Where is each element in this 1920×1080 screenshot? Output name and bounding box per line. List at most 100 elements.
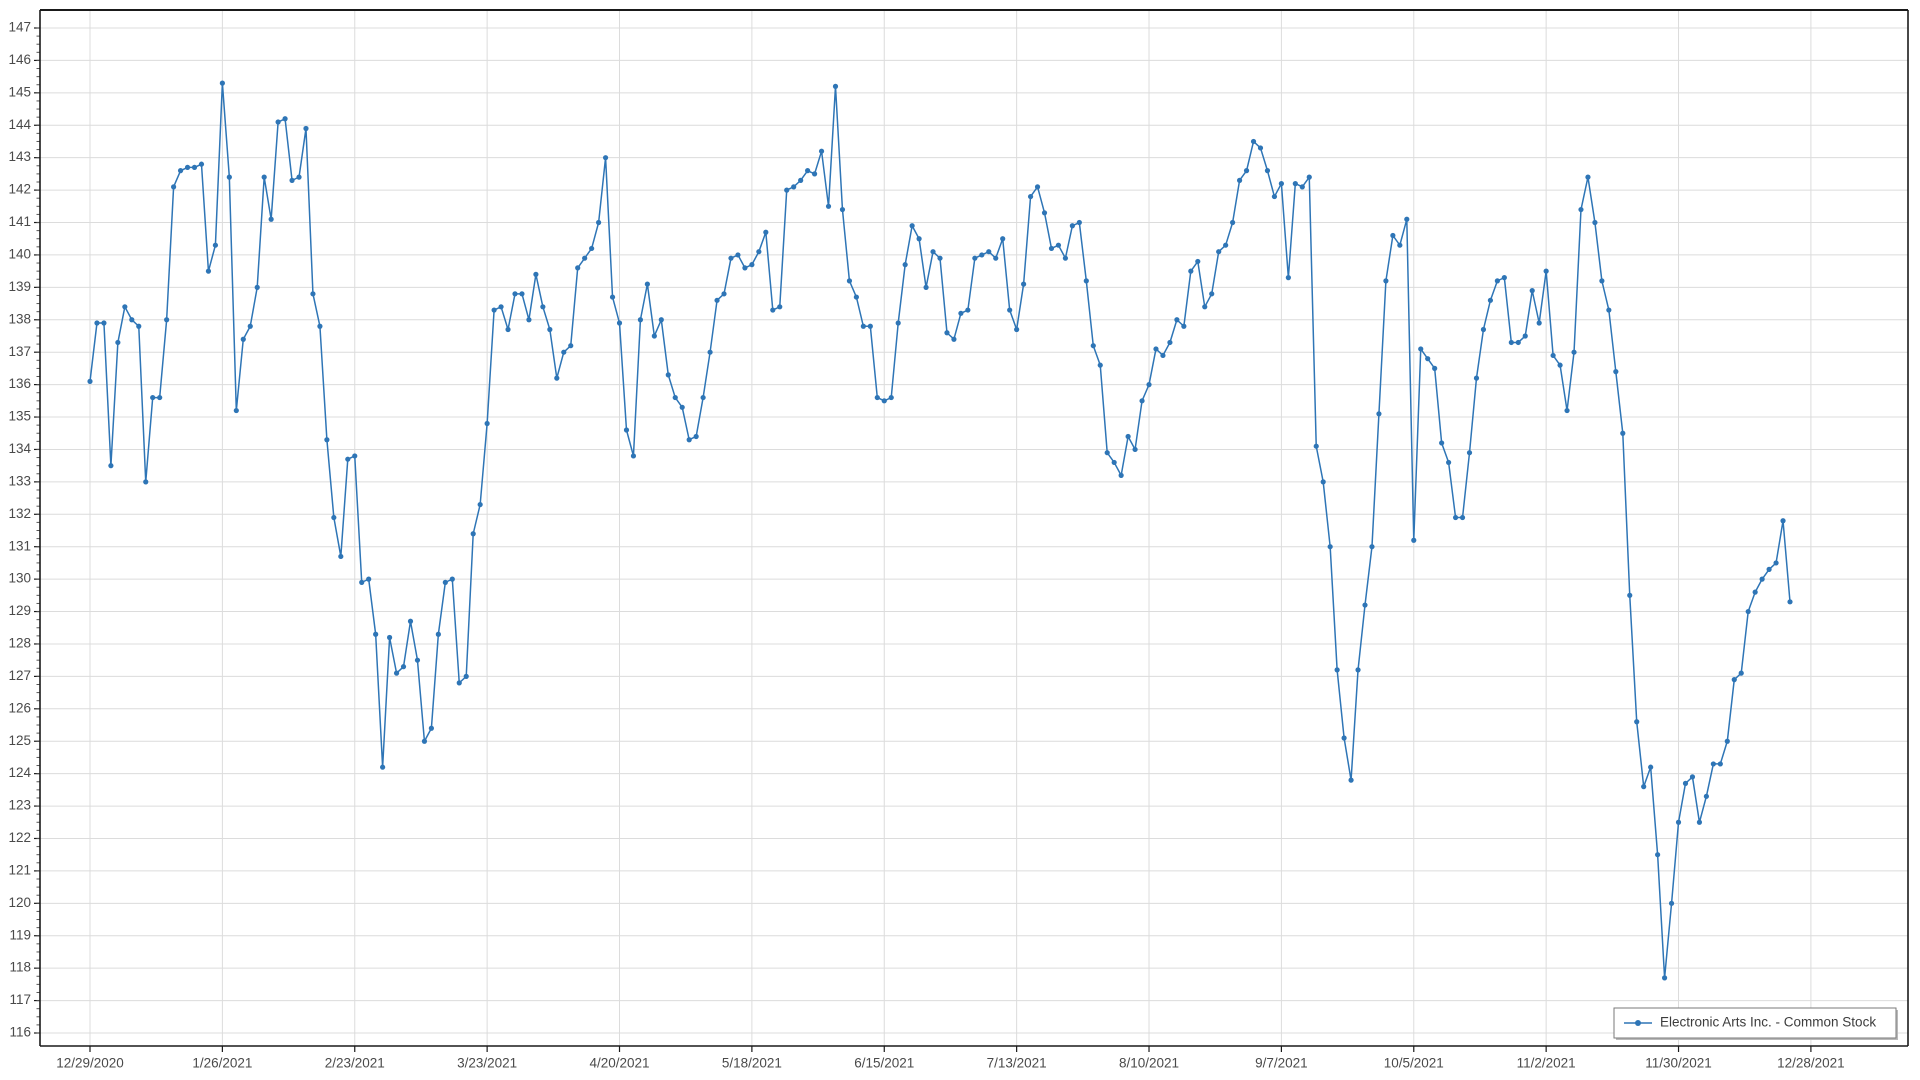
series-data-point[interactable] [1223,242,1229,248]
series-data-point[interactable] [1000,236,1006,242]
series-data-point[interactable] [693,433,699,440]
series-data-point[interactable] [972,255,978,261]
series-data-point[interactable] [275,119,281,125]
series-data-point[interactable] [1236,177,1243,183]
series-data-point[interactable] [763,229,769,235]
series-data-point[interactable] [1787,599,1793,605]
series-data-point[interactable] [707,349,713,355]
series-data-point[interactable] [1522,333,1528,339]
series-data-point[interactable] [1320,479,1326,485]
series-data-point[interactable] [1104,450,1110,456]
series-data-point[interactable] [1432,365,1438,371]
series-data-point[interactable] [1571,349,1577,355]
series-data-point[interactable] [798,177,804,183]
series-data-point[interactable] [1731,677,1737,683]
series-data-point[interactable] [846,278,853,284]
series-data-point[interactable] [561,349,567,355]
series-data-point[interactable] [94,320,100,326]
series-data-point[interactable] [400,664,407,670]
series-data-point[interactable] [1641,784,1647,790]
series-data-point[interactable] [1390,232,1396,239]
series-data-point[interactable] [1752,589,1758,595]
series-data-point[interactable] [449,576,455,582]
series-data-point[interactable] [428,725,434,731]
series-data-point[interactable] [212,242,219,248]
series-data-point[interactable] [1243,168,1250,174]
series-data-point[interactable] [205,268,212,274]
series-data-point[interactable] [1724,738,1730,744]
series-data-point[interactable] [373,631,379,637]
series-data-point[interactable] [1710,761,1716,767]
series-data-point[interactable] [512,291,518,297]
series-data-point[interactable] [1634,719,1640,725]
series-data-point[interactable] [184,164,191,170]
series-data-point[interactable] [1606,307,1612,313]
series-data-point[interactable] [993,255,999,261]
series-data-point[interactable] [818,148,825,154]
series-data-point[interactable] [1034,184,1041,190]
series-data-point[interactable] [1627,592,1633,598]
series-data-point[interactable] [484,420,490,427]
series-data-point[interactable] [616,320,623,326]
series-data-point[interactable] [965,307,971,313]
series-data-point[interactable] [986,249,992,255]
series-data-point[interactable] [463,673,469,679]
series-data-point[interactable] [1146,382,1152,388]
series-data-point[interactable] [867,323,873,329]
series-data-point[interactable] [1515,339,1521,346]
series-data-point[interactable] [386,634,393,641]
series-data-point[interactable] [644,281,650,287]
series-data-point[interactable] [1675,819,1682,825]
series-data-point[interactable] [832,83,839,89]
series-data-point[interactable] [498,304,504,310]
series-data-point[interactable] [345,456,351,462]
series-data-point[interactable] [888,394,894,401]
series-data-point[interactable] [665,372,671,378]
series-data-point[interactable] [219,80,225,86]
series-data-point[interactable] [317,323,323,329]
series-data-point[interactable] [1766,566,1772,573]
series-data-point[interactable] [1411,537,1417,543]
series-data-point[interactable] [596,219,602,226]
series-data-point[interactable] [261,174,267,180]
series-data-point[interactable] [1620,430,1626,436]
series-data-point[interactable] [1285,275,1291,281]
series-data-point[interactable] [1090,343,1096,349]
series-data-point[interactable] [1355,667,1361,673]
series-data-point[interactable] [609,294,616,300]
series-data-point[interactable] [1404,216,1410,222]
series-data-point[interactable] [1773,560,1779,566]
series-data-point[interactable] [589,245,595,252]
series-data-point[interactable] [296,174,302,180]
series-data-point[interactable] [637,317,644,323]
series-data-point[interactable] [930,249,936,255]
series-data-point[interactable] [791,184,797,190]
series-data-point[interactable] [700,394,706,401]
series-data-point[interactable] [658,317,664,323]
series-data-point[interactable] [1041,210,1048,216]
series-data-point[interactable] [421,738,428,744]
series-data-point[interactable] [1529,288,1535,294]
series-data-point[interactable] [115,339,121,346]
series-data-point[interactable] [191,164,198,170]
series-data-point[interactable] [1418,346,1424,352]
series-data-point[interactable] [623,427,630,433]
series-data-point[interactable] [136,323,142,329]
series-data-point[interactable] [1655,852,1661,858]
series-data-point[interactable] [1292,181,1298,187]
series-data-point[interactable] [1299,184,1305,190]
series-data-point[interactable] [1564,407,1570,414]
series-data-point[interactable] [442,579,448,585]
series-data-point[interactable] [1466,450,1473,456]
series-data-point[interactable] [1682,780,1689,786]
series-data-point[interactable] [1459,514,1466,521]
series-data-point[interactable] [1278,181,1284,187]
data-series[interactable] [87,80,1793,981]
series-data-point[interactable] [1717,761,1723,767]
series-data-point[interactable] [923,284,929,290]
series-data-point[interactable] [1334,667,1340,673]
series-data-point[interactable] [881,398,887,404]
series-data-point[interactable] [860,323,866,329]
